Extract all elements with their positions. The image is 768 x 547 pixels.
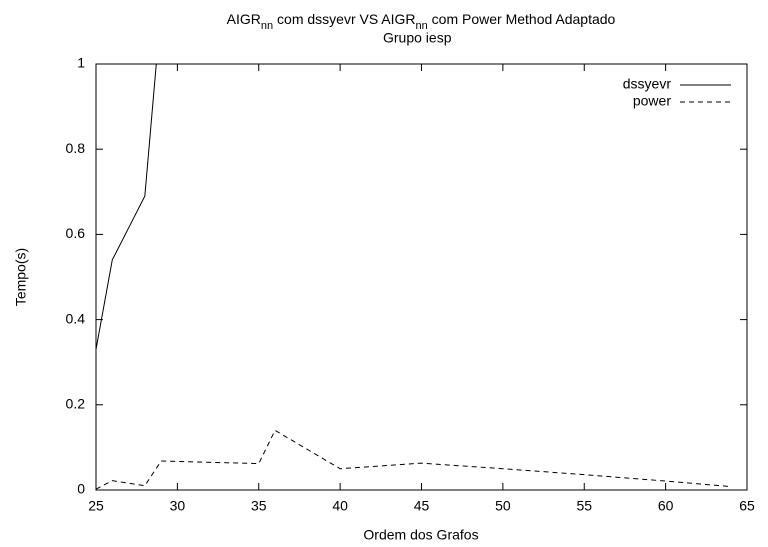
title-part: nn [261, 20, 273, 32]
x-tick-label: 40 [332, 498, 348, 514]
title-part: com dssyevr VS AIGR [273, 11, 415, 27]
title-part: AIGR [227, 11, 261, 27]
y-tick-label: 1 [77, 55, 85, 71]
y-tick-label: 0 [77, 481, 85, 497]
x-tick-label: 50 [495, 498, 511, 514]
x-tick-label: 60 [658, 498, 674, 514]
y-tick-label: 0.8 [66, 140, 86, 156]
x-tick-label: 65 [739, 498, 755, 514]
x-tick-label: 25 [88, 498, 104, 514]
y-tick-label: 0.4 [66, 310, 86, 326]
legend-label: dssyevr [623, 76, 672, 92]
x-tick-label: 30 [170, 498, 186, 514]
x-tick-label: 55 [576, 498, 592, 514]
y-axis-label: Tempo(s) [13, 248, 29, 306]
chart-subtitle: Grupo iesp [383, 30, 452, 46]
legend-label: power [633, 93, 671, 109]
title-part: com Power Method Adaptado [428, 11, 616, 27]
x-tick-label: 45 [414, 498, 430, 514]
series-line [96, 429, 731, 490]
plot-frame [95, 63, 748, 491]
chart-title: AIGRnn com dssyevr VS AIGRnn com Power M… [227, 11, 616, 32]
x-tick-label: 35 [251, 498, 267, 514]
x-axis-label: Ordem dos Grafos [363, 527, 478, 543]
y-tick-label: 0.6 [66, 225, 86, 241]
title-part: nn [416, 20, 428, 32]
series-line [96, 64, 157, 350]
y-tick-label: 0.2 [66, 396, 86, 412]
